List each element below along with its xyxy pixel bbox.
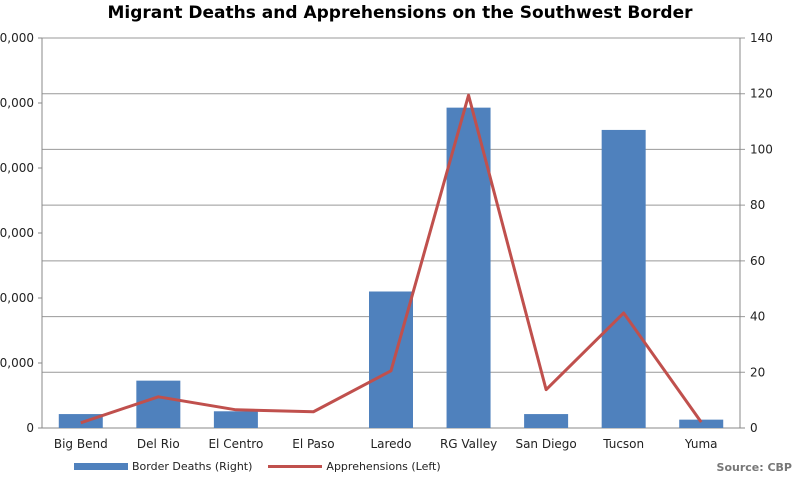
- left-tick-label: 200,000: [0, 161, 34, 175]
- x-tick-label: San Diego: [515, 437, 576, 451]
- bar-yuma: [679, 419, 724, 428]
- right-tick-label: 100: [750, 142, 773, 156]
- legend-line-swatch: [268, 465, 323, 468]
- x-tick-label: RG Valley: [440, 437, 497, 451]
- source-note: Source: CBP: [716, 461, 792, 474]
- right-tick-label: 60: [750, 254, 765, 268]
- chart-title: Migrant Deaths and Apprehensions on the …: [107, 3, 693, 23]
- legend-label-apprehensions: Apprehensions (Left): [326, 460, 441, 473]
- legend-bar-swatch: [74, 463, 128, 470]
- x-tick-label: El Centro: [208, 437, 263, 451]
- x-tick-label: Yuma: [684, 437, 718, 451]
- x-tick-label: Tucson: [602, 437, 644, 451]
- x-tick-label: Del Rio: [137, 437, 180, 451]
- right-tick-label: 140: [750, 31, 773, 45]
- right-tick-label: 120: [750, 87, 773, 101]
- x-tick-label: El Paso: [292, 437, 334, 451]
- bar-san-diego: [524, 414, 569, 428]
- right-tick-label: 80: [750, 198, 765, 212]
- right-tick-label: 0: [750, 421, 758, 435]
- x-tick-label: Big Bend: [54, 437, 108, 451]
- bar-el-centro: [213, 411, 258, 428]
- bar-del-rio: [136, 380, 181, 428]
- left-tick-label: 150,000: [0, 226, 34, 240]
- right-tick-label: 20: [750, 365, 765, 379]
- x-tick-label: Laredo: [370, 437, 411, 451]
- right-tick-label: 40: [750, 310, 765, 324]
- left-tick-label: 50,000: [0, 356, 34, 370]
- left-tick-label: 250,000: [0, 96, 34, 110]
- left-tick-label: 300,000: [0, 31, 34, 45]
- left-tick-label: 0: [26, 421, 34, 435]
- bar-tucson: [601, 129, 646, 428]
- bar-rg-valley: [446, 107, 491, 429]
- left-tick-label: 100,000: [0, 291, 34, 305]
- legend-label-deaths: Border Deaths (Right): [132, 460, 253, 473]
- legend: Border Deaths (Right) Apprehensions (Lef…: [74, 460, 441, 473]
